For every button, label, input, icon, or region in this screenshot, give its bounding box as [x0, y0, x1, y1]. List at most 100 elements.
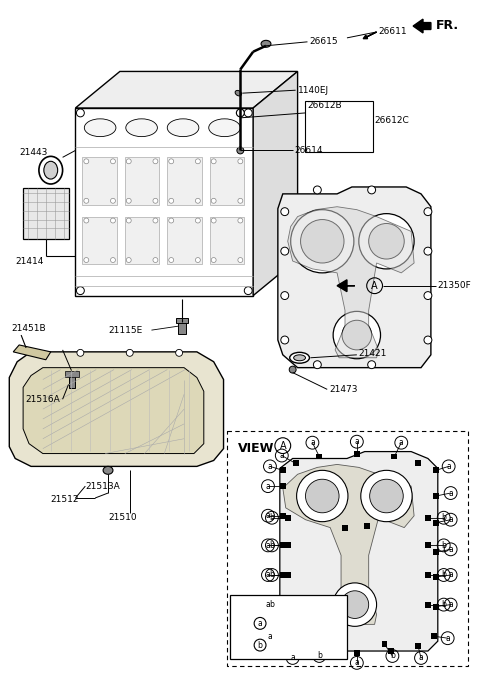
Ellipse shape: [235, 91, 241, 96]
Text: b: b: [258, 641, 263, 650]
Circle shape: [281, 336, 288, 344]
Bar: [230, 595, 347, 659]
Circle shape: [424, 208, 432, 216]
Circle shape: [110, 198, 115, 203]
Circle shape: [342, 320, 372, 350]
Circle shape: [211, 198, 216, 203]
Polygon shape: [253, 72, 298, 296]
Ellipse shape: [44, 161, 58, 179]
Circle shape: [305, 479, 339, 513]
Text: a: a: [419, 654, 423, 663]
Text: 21421: 21421: [359, 349, 387, 358]
Circle shape: [289, 366, 296, 373]
Circle shape: [211, 257, 216, 262]
Circle shape: [424, 336, 432, 344]
Polygon shape: [288, 207, 414, 358]
Bar: [65, 370, 79, 377]
Bar: [382, 641, 387, 647]
Bar: [305, 101, 372, 153]
Circle shape: [281, 291, 288, 300]
Bar: [285, 601, 291, 607]
Circle shape: [238, 257, 243, 262]
Bar: [433, 550, 439, 555]
Circle shape: [370, 479, 403, 513]
Bar: [319, 648, 325, 654]
Polygon shape: [283, 464, 414, 624]
Bar: [280, 484, 286, 489]
Circle shape: [76, 287, 84, 295]
Ellipse shape: [103, 466, 113, 474]
Text: a: a: [446, 462, 451, 471]
Bar: [227, 431, 468, 666]
Circle shape: [195, 159, 200, 163]
Circle shape: [110, 159, 115, 163]
Text: 26615: 26615: [310, 37, 338, 46]
Text: SYMBOL: SYMBOL: [244, 599, 276, 608]
Text: FR.: FR.: [436, 18, 459, 31]
Circle shape: [368, 361, 375, 368]
Bar: [280, 513, 286, 519]
Bar: [433, 493, 439, 499]
Circle shape: [84, 159, 89, 163]
Ellipse shape: [167, 119, 199, 137]
Circle shape: [237, 147, 244, 154]
Circle shape: [169, 159, 174, 163]
Bar: [178, 322, 186, 334]
Bar: [285, 515, 291, 521]
Bar: [285, 572, 291, 578]
Circle shape: [153, 257, 158, 262]
Circle shape: [361, 471, 412, 522]
Circle shape: [77, 349, 84, 356]
Text: a: a: [265, 571, 270, 580]
Polygon shape: [23, 368, 204, 454]
Bar: [210, 217, 244, 264]
Text: 21516A: 21516A: [25, 395, 60, 404]
Circle shape: [369, 223, 404, 259]
Text: b: b: [317, 652, 322, 661]
Circle shape: [110, 218, 115, 223]
Circle shape: [424, 291, 432, 300]
Text: a: a: [354, 659, 359, 667]
Polygon shape: [75, 108, 253, 296]
Bar: [324, 641, 330, 647]
Ellipse shape: [294, 355, 305, 361]
Circle shape: [126, 159, 131, 163]
Circle shape: [126, 198, 131, 203]
Text: a: a: [445, 634, 450, 643]
Circle shape: [169, 257, 174, 262]
Ellipse shape: [84, 119, 116, 137]
Circle shape: [76, 109, 84, 117]
Text: a: a: [448, 488, 453, 498]
Text: b: b: [441, 571, 446, 580]
Circle shape: [333, 311, 381, 359]
Bar: [285, 542, 291, 548]
Text: a: a: [265, 511, 270, 520]
Bar: [425, 572, 431, 578]
Bar: [431, 633, 437, 639]
Text: a: a: [265, 481, 270, 490]
Bar: [425, 542, 431, 548]
Ellipse shape: [209, 119, 240, 137]
Text: a: a: [265, 541, 270, 550]
Text: a: a: [258, 619, 263, 628]
Text: a: a: [267, 632, 272, 641]
FancyArrow shape: [413, 19, 431, 33]
Circle shape: [238, 159, 243, 163]
Text: A: A: [279, 441, 286, 451]
Bar: [364, 523, 370, 528]
Text: 21512: 21512: [51, 496, 79, 505]
Circle shape: [84, 257, 89, 262]
FancyArrow shape: [363, 32, 377, 39]
Text: b: b: [269, 571, 275, 580]
Polygon shape: [13, 345, 51, 360]
Circle shape: [341, 591, 369, 618]
Circle shape: [176, 349, 182, 356]
Text: a: a: [354, 437, 359, 446]
Circle shape: [169, 198, 174, 203]
Circle shape: [211, 218, 216, 223]
Bar: [167, 157, 202, 205]
Circle shape: [211, 159, 216, 163]
Text: b: b: [269, 541, 275, 550]
Circle shape: [84, 198, 89, 203]
Polygon shape: [9, 352, 224, 466]
